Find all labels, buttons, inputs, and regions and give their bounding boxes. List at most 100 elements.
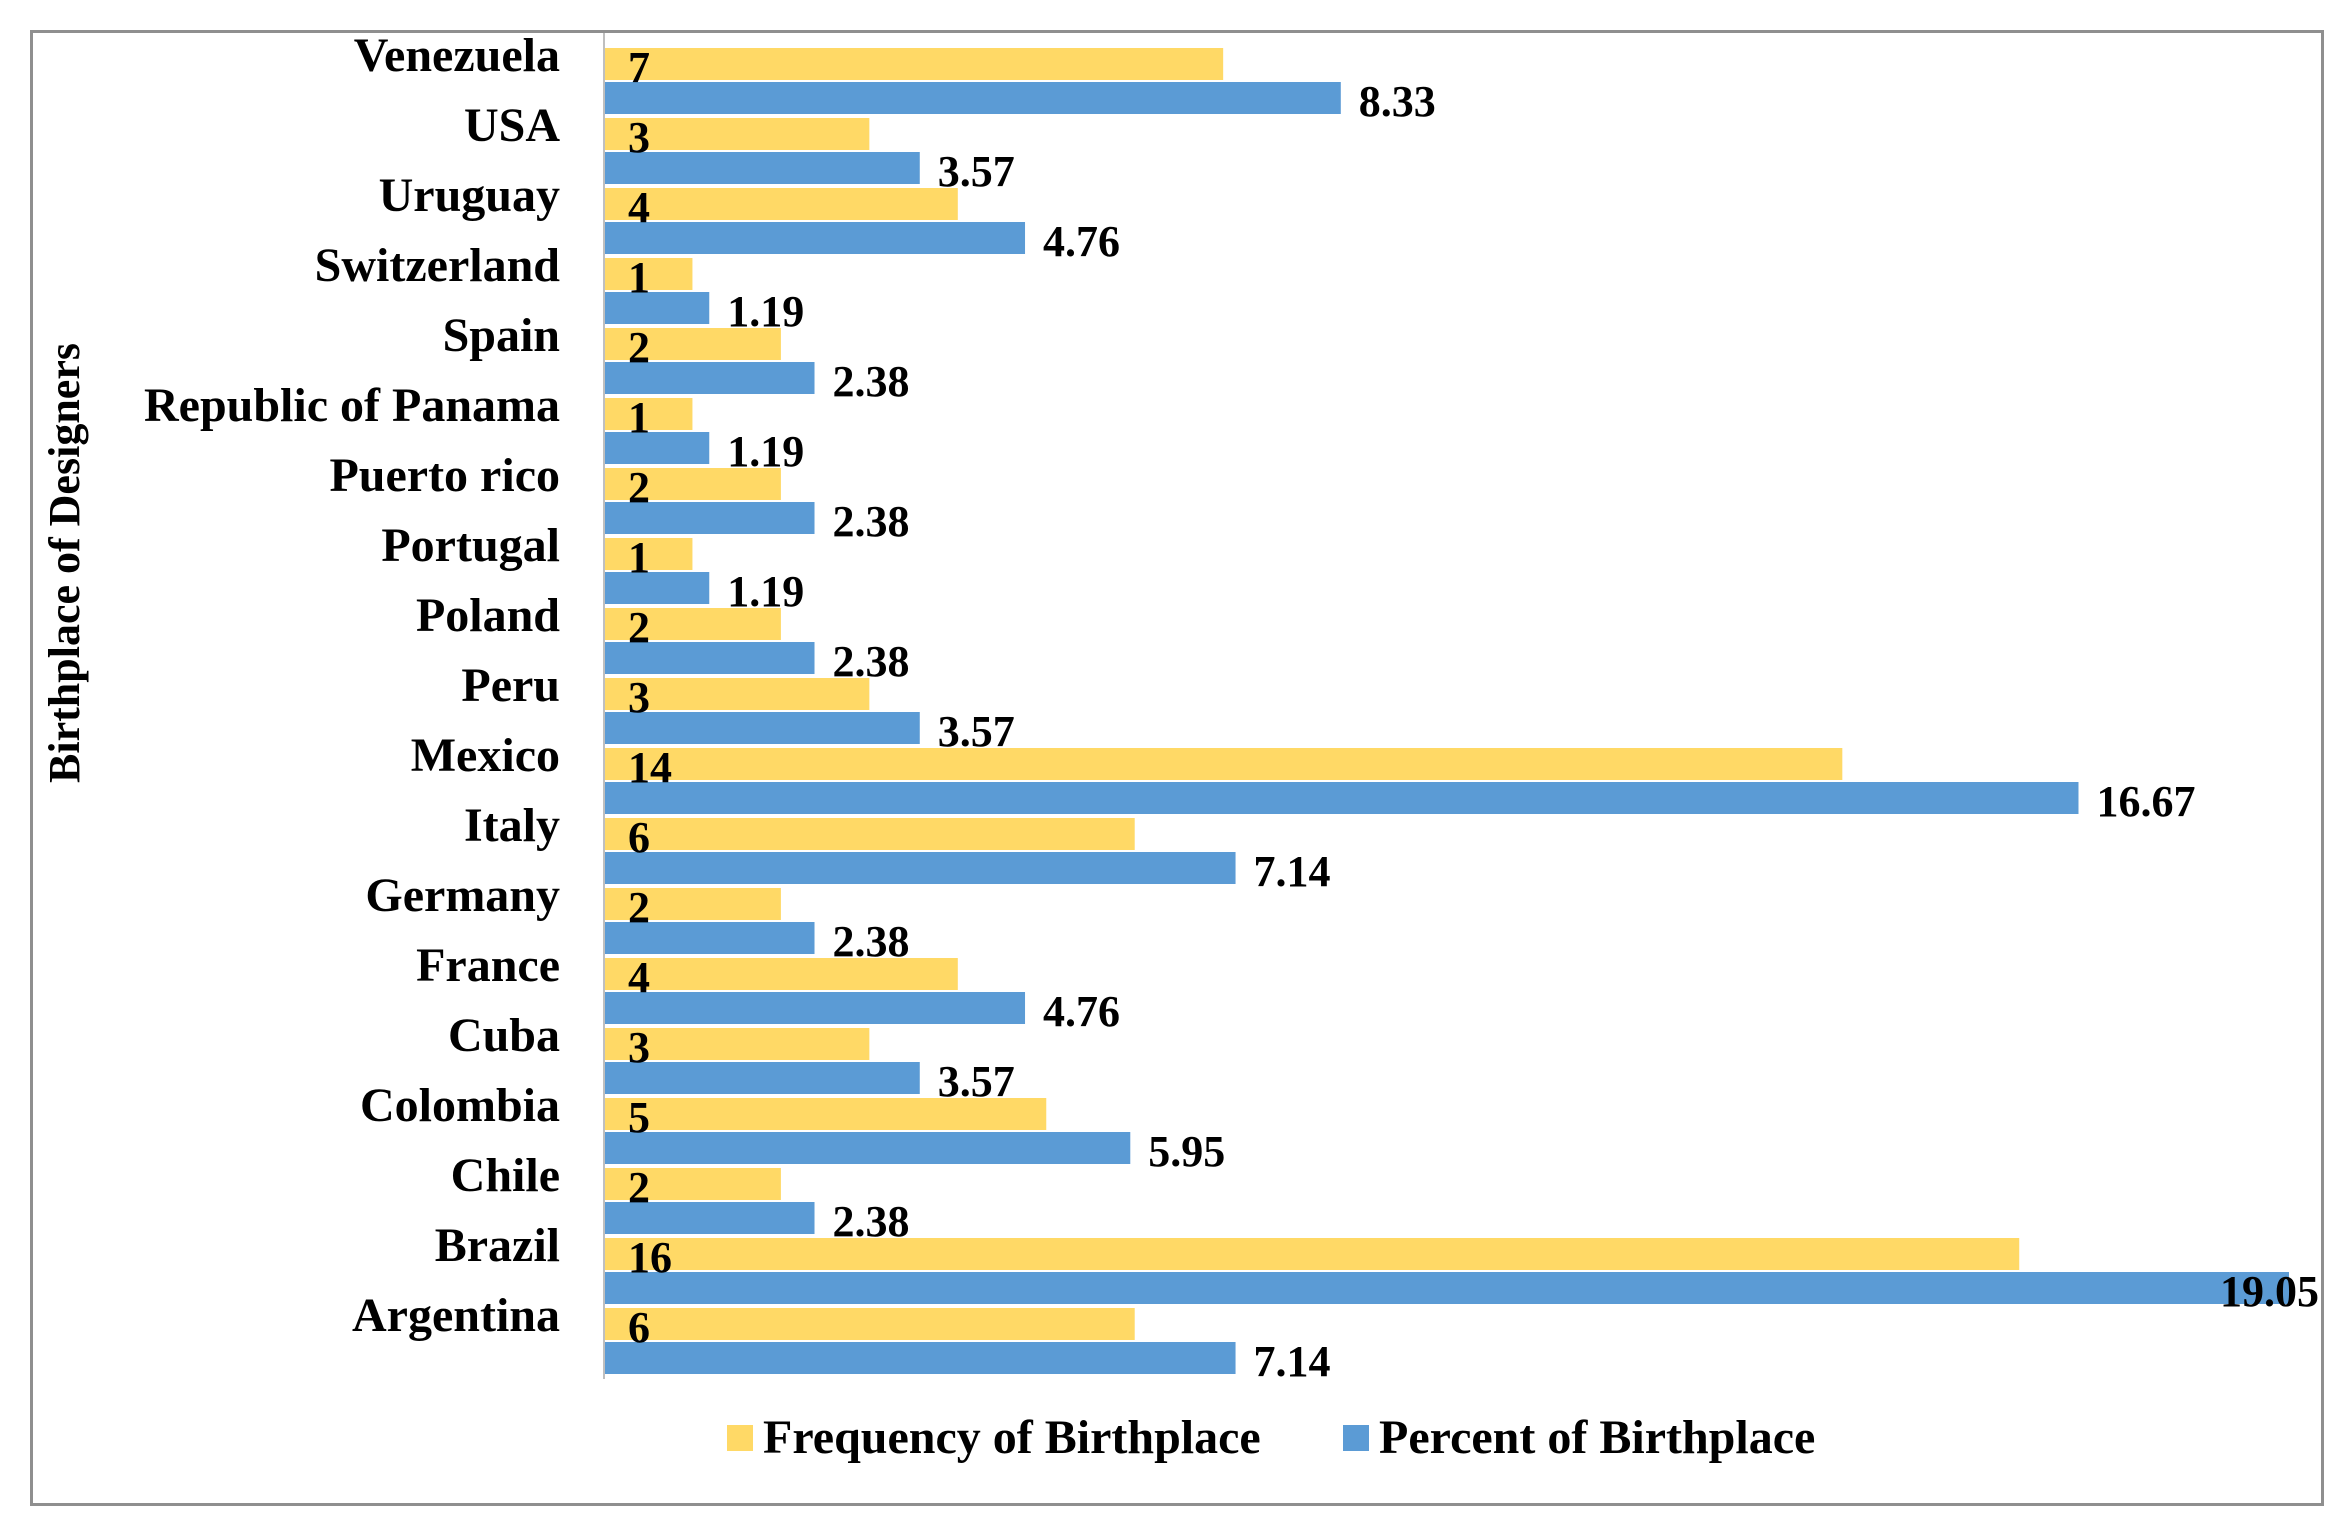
frequency-value-usa: 3 [628,113,650,162]
legend-swatch-percent [1343,1425,1369,1451]
frequency-bar-france [604,958,958,990]
frequency-value-republic-of-panama: 1 [628,393,650,442]
category-label-uruguay: Uruguay [379,169,560,222]
percent-bar-usa [604,152,920,184]
percent-bar-argentina [604,1342,1236,1374]
percent-value-italy: 7.14 [1254,847,1331,896]
category-label-republic-of-panama: Republic of Panama [144,379,560,432]
legend-label-percent: Percent of Birthplace [1379,1411,1815,1464]
frequency-bar-spain [604,328,781,360]
frequency-value-chile: 2 [628,1163,650,1212]
percent-value-republic-of-panama: 1.19 [727,427,804,476]
category-label-france: France [416,939,560,992]
percent-bar-peru [604,712,920,744]
percent-value-colombia: 5.95 [1148,1127,1225,1176]
category-labels-group: Venezuela USA Uruguay Switzerland Spain Repub… [144,33,560,1342]
percent-bar-puerto-rico [604,502,815,534]
percent-bar-poland [604,642,815,674]
bars-group [604,48,2289,1374]
category-label-puerto-rico: Puerto rico [329,449,560,502]
percent-bar-france [604,992,1026,1024]
percent-bar-portugal [604,572,710,604]
chart-frame: 7 8.33 3 3.57 4 4.76 1 1.19 2 2.38 1 1.19 2 2.38 1 1.19… [30,30,2324,1506]
category-label-switzerland: Switzerland [315,239,561,292]
category-label-germany: Germany [365,869,560,922]
legend-label-frequency: Frequency of Birthplace [763,1411,1261,1464]
frequency-bar-poland [604,608,781,640]
frequency-bar-venezuela [604,48,1224,80]
frequency-value-venezuela: 7 [628,43,650,92]
category-label-mexico: Mexico [411,729,560,782]
percent-bar-republic-of-panama [604,432,710,464]
percent-value-cuba: 3.57 [938,1057,1015,1106]
frequency-value-puerto-rico: 2 [628,463,650,512]
frequency-bar-puerto-rico [604,468,781,500]
legend-swatch-frequency [727,1425,753,1451]
frequency-value-uruguay: 4 [628,183,650,232]
category-label-poland: Poland [416,589,560,642]
percent-bar-colombia [604,1132,1131,1164]
frequency-bar-republic-of-panama [604,398,693,430]
percent-value-argentina: 7.14 [1254,1337,1331,1386]
frequency-bar-usa [604,118,870,150]
category-label-italy: Italy [464,799,560,852]
frequency-bar-colombia [604,1098,1047,1130]
percent-bar-spain [604,362,815,394]
percent-value-portugal: 1.19 [727,567,804,616]
percent-value-poland: 2.38 [833,637,910,686]
frequency-value-argentina: 6 [628,1303,650,1352]
category-label-cuba: Cuba [448,1009,560,1062]
percent-bar-mexico [604,782,2079,814]
frequency-value-switzerland: 1 [628,253,650,302]
percent-value-mexico: 16.67 [2096,777,2195,826]
percent-value-switzerland: 1.19 [727,287,804,336]
legend: Frequency of Birthplace Percent of Birth… [727,1411,1815,1464]
y-axis-title: Birthplace of Designers [40,343,89,783]
frequency-bar-peru [604,678,870,710]
percent-value-spain: 2.38 [833,357,910,406]
category-label-venezuela: Venezuela [354,33,560,82]
percent-value-peru: 3.57 [938,707,1015,756]
percent-value-venezuela: 8.33 [1359,77,1436,126]
percent-bar-cuba [604,1062,920,1094]
category-label-argentina: Argentina [352,1289,560,1342]
frequency-bar-mexico [604,748,1843,780]
frequency-bar-italy [604,818,1135,850]
frequency-value-colombia: 5 [628,1093,650,1142]
frequency-bar-argentina [604,1308,1135,1340]
category-label-peru: Peru [461,659,560,712]
frequency-value-peru: 3 [628,673,650,722]
category-label-spain: Spain [443,309,560,362]
percent-value-puerto-rico: 2.38 [833,497,910,546]
value-labels-group: 7 8.33 3 3.57 4 4.76 1 1.19 2 2.38 1 1.19 2 2.38 1 1.19… [628,43,2319,1386]
percent-bar-italy [604,852,1236,884]
percent-bar-venezuela [604,82,1341,114]
frequency-value-france: 4 [628,953,650,1002]
bar-chart: 7 8.33 3 3.57 4 4.76 1 1.19 2 2.38 1 1.19 2 2.38 1 1.19… [40,33,2319,1464]
frequency-bar-chile [604,1168,781,1200]
frequency-bar-cuba [604,1028,870,1060]
frequency-value-mexico: 14 [628,743,672,792]
percent-bar-uruguay [604,222,1026,254]
percent-value-uruguay: 4.76 [1043,217,1120,266]
category-label-usa: USA [464,99,560,152]
frequency-value-italy: 6 [628,813,650,862]
category-label-brazil: Brazil [435,1219,560,1272]
percent-value-usa: 3.57 [938,147,1015,196]
percent-bar-switzerland [604,292,710,324]
percent-value-chile: 2.38 [833,1197,910,1246]
percent-bar-brazil [604,1272,2289,1304]
frequency-bar-uruguay [604,188,958,220]
percent-value-france: 4.76 [1043,987,1120,1036]
frequency-bar-brazil [604,1238,2020,1270]
percent-value-brazil: 19.05 [2220,1267,2319,1316]
frequency-bar-germany [604,888,781,920]
frequency-value-spain: 2 [628,323,650,372]
percent-value-germany: 2.38 [833,917,910,966]
percent-bar-chile [604,1202,815,1234]
category-label-colombia: Colombia [360,1079,560,1132]
frequency-bar-portugal [604,538,693,570]
frequency-bar-switzerland [604,258,693,290]
frequency-value-brazil: 16 [628,1233,672,1282]
frequency-value-germany: 2 [628,883,650,932]
